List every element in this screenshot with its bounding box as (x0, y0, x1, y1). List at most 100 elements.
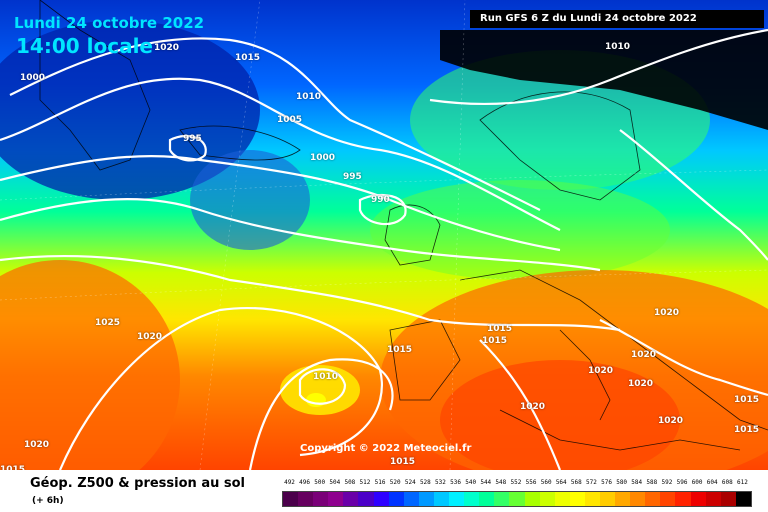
scale-swatch (630, 492, 646, 506)
color-scale-labels: 492 496 500 504 508 512 516 520 524 528 532 536 540 5… (282, 479, 750, 489)
scale-swatch (388, 492, 404, 506)
scale-label: 596 (676, 479, 688, 486)
legend-footer: Géop. Z500 & pression au sol (+ 6h) 492 4… (0, 470, 768, 512)
scale-label: 528 (419, 479, 431, 486)
isobar-label: 1000 (20, 73, 46, 83)
isobar-label: 1015 (390, 457, 416, 467)
scale-swatch (660, 492, 676, 506)
isobar-1015 (0, 254, 621, 332)
isobar-995 (0, 154, 561, 252)
scale-label: 524 (404, 479, 416, 486)
scale-label: 580 (616, 479, 628, 486)
scale-swatch (494, 492, 510, 506)
scale-swatch (509, 492, 525, 506)
isobar-label: 1010 (296, 92, 322, 102)
isobar-label: 1010 (313, 372, 339, 382)
italy-coast (559, 329, 611, 421)
legend-title: Géop. Z500 & pression au sol (30, 476, 245, 491)
scale-swatch (569, 492, 585, 506)
scale-label: 600 (691, 479, 703, 486)
scale-swatch (343, 492, 359, 506)
scale-swatch (705, 492, 721, 506)
isobar-label: 1020 (137, 332, 163, 342)
isobar-1020-west (58, 306, 383, 470)
scale-label: 576 (601, 479, 612, 486)
isobar-label: 995 (183, 134, 202, 144)
scale-swatch (418, 492, 434, 506)
isobar-label: 1005 (277, 115, 303, 125)
scale-swatch (298, 492, 314, 506)
isobar-label: 1020 (631, 350, 657, 360)
scale-label: 584 (631, 479, 643, 486)
scale-label: 532 (435, 479, 446, 486)
isobar-1000 (9, 37, 541, 211)
isobar-label: 1020 (154, 43, 180, 53)
isobar-label: 1015 (387, 345, 413, 355)
scale-swatch (539, 492, 555, 506)
isobar-1005 (0, 77, 561, 231)
scandinavia-coast (479, 91, 641, 201)
scale-swatch (615, 492, 631, 506)
scale-swatch (735, 492, 751, 506)
green-zone-europe (370, 180, 670, 280)
legend-subtitle: (+ 6h) (32, 496, 64, 506)
isobar-label: 1015 (487, 324, 513, 334)
scale-swatch (599, 492, 616, 506)
scale-label: 572 (586, 479, 597, 486)
isobar-label: 1025 (95, 318, 121, 328)
scale-label: 556 (525, 479, 537, 486)
scale-swatch (433, 492, 450, 506)
scale-label: 592 (661, 479, 673, 486)
isobar-990-ring (358, 193, 407, 226)
scale-swatch (373, 492, 389, 506)
scale-swatch (283, 492, 299, 506)
dark-region-arctic (440, 30, 768, 130)
isobar-1010-ring (298, 368, 347, 405)
isobar-1015-east (619, 129, 768, 261)
scale-label: 568 (570, 479, 582, 486)
scale-label: 544 (480, 479, 492, 486)
scale-label: 552 (510, 479, 522, 486)
isobar-label: 1015 (734, 395, 760, 405)
europe-south-coast (459, 269, 768, 431)
scale-label: 612 (736, 479, 748, 486)
isobar-label: 1020 (24, 440, 50, 450)
scale-swatch (584, 492, 600, 506)
time-label: 14:00 locale (16, 34, 153, 58)
iberia-coast (389, 319, 461, 401)
scale-swatch (403, 492, 419, 506)
iceland-coast (179, 125, 301, 161)
scale-label: 496 (299, 479, 311, 486)
small-low-center (306, 393, 326, 407)
isobar-label: 1015 (734, 425, 760, 435)
isobar-label: 990 (371, 195, 390, 205)
coastlines (39, 0, 768, 451)
scale-swatch (720, 492, 736, 506)
scale-swatch (554, 492, 570, 506)
run-info-box: Run GFS 6 Z du Lundi 24 octobre 2022 (470, 10, 764, 28)
scale-swatch (449, 492, 465, 506)
north-africa-coast (499, 409, 741, 451)
scale-label: 512 (359, 479, 371, 486)
isobar-1020-east (599, 319, 768, 397)
british-isles-coast (384, 204, 441, 266)
isobar-label: 1020 (658, 416, 684, 426)
scale-label: 504 (329, 479, 341, 486)
low-pressure-area-atlantic (190, 150, 310, 250)
low-pressure-area-greenland (0, 20, 260, 200)
isobar-label: 1015 (0, 465, 26, 470)
scale-label: 516 (374, 479, 386, 486)
color-scale-bar (282, 491, 752, 507)
greenland-coast (39, 0, 151, 171)
scale-swatch (675, 492, 691, 506)
scale-swatch (690, 492, 706, 506)
scale-label: 492 (284, 479, 295, 486)
scale-label: 520 (389, 479, 401, 486)
scale-label: 536 (450, 479, 461, 486)
scale-label: 604 (706, 479, 718, 486)
scale-label: 560 (540, 479, 552, 486)
isobar-1015-atlantic (248, 358, 394, 470)
isobar-1020-med (479, 339, 562, 470)
scale-label: 588 (646, 479, 658, 486)
geopotential-map (0, 0, 768, 470)
